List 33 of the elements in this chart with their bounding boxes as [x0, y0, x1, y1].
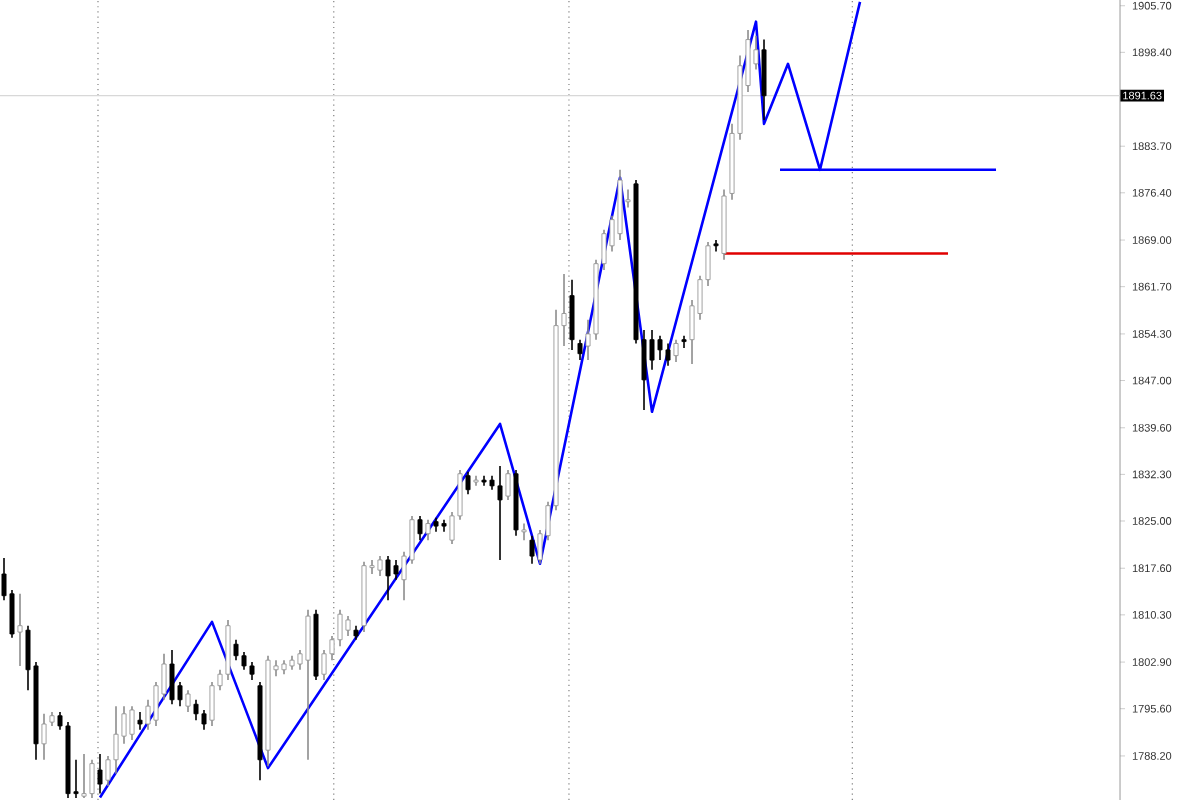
candlestick [233, 638, 239, 661]
candlestick [209, 681, 215, 727]
candlestick [665, 342, 671, 367]
candlestick [305, 608, 311, 761]
candlestick [201, 709, 207, 731]
candlestick [185, 689, 191, 713]
candlestick [385, 555, 391, 601]
candlestick [417, 515, 423, 541]
candlestick [113, 705, 119, 775]
candlestick [97, 753, 103, 795]
candlestick [713, 239, 719, 253]
candlestick [193, 698, 199, 721]
candlestick [529, 534, 535, 565]
candlestick [673, 338, 679, 363]
candlestick [577, 338, 583, 361]
candlestick [377, 555, 383, 577]
candlestick [465, 471, 471, 495]
candlestick [521, 522, 527, 541]
candlestick [41, 713, 47, 761]
candlestick [505, 469, 511, 501]
candlestick [681, 335, 687, 349]
candlestick [569, 278, 575, 351]
candlestick [137, 711, 143, 731]
candlestick [129, 705, 135, 741]
candlestick [425, 518, 431, 541]
candlestick [657, 335, 663, 361]
candlestick [393, 559, 399, 581]
candlestick [169, 649, 175, 706]
candlestick [17, 592, 23, 667]
candlestick [497, 465, 503, 561]
candlestick [761, 38, 767, 121]
candlestick [345, 615, 351, 637]
candlestick [81, 753, 87, 799]
